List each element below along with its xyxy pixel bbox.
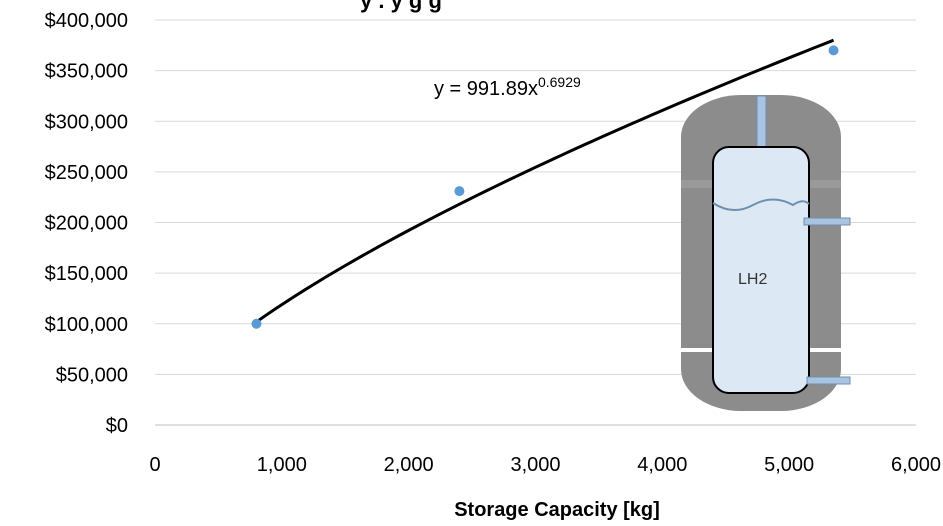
data-point bbox=[454, 186, 465, 197]
tank-inner-vessel bbox=[712, 146, 810, 394]
y-tick-label: $50,000 bbox=[56, 364, 128, 386]
data-point bbox=[251, 318, 262, 329]
trendline-equation-base: y = 991.89x bbox=[434, 78, 538, 100]
data-points-layer bbox=[251, 45, 839, 329]
x-tick-label: 6,000 bbox=[891, 454, 941, 476]
x-tick-label: 3,000 bbox=[510, 454, 560, 476]
y-tick-label: $350,000 bbox=[45, 61, 128, 83]
tank-label: LH2 bbox=[738, 271, 767, 288]
tank-side-pipe-lower bbox=[806, 376, 851, 385]
y-tick-label: $400,000 bbox=[45, 10, 128, 32]
x-tick-label: 0 bbox=[149, 454, 160, 476]
x-tick-label: 5,000 bbox=[764, 454, 814, 476]
trendline-equation: y = 991.89x0.6929 bbox=[434, 74, 581, 100]
y-tick-label: $300,000 bbox=[45, 111, 128, 133]
y-tick-label: $200,000 bbox=[45, 213, 128, 235]
y-tick-labels: $0 $50,000 $100,000 $150,000 $200,000 $250,00… bbox=[45, 10, 128, 437]
x-tick-label: 1,000 bbox=[257, 454, 307, 476]
liquid-surface-wave bbox=[712, 198, 810, 211]
x-tick-label: 2,000 bbox=[384, 454, 434, 476]
chart-title-layer: y . y g g bbox=[360, 0, 442, 13]
trendline-equation-text: y = 991.89x0.6929 bbox=[434, 74, 581, 100]
x-axis-label: Storage Capacity [kg] bbox=[454, 499, 660, 521]
data-point bbox=[828, 45, 839, 56]
gridlines bbox=[155, 19, 916, 426]
trendline-layer bbox=[255, 38, 835, 324]
tank-top-pipe bbox=[756, 95, 767, 151]
chart-title-fragment: y . y g g bbox=[360, 0, 442, 13]
y-tick-label: $150,000 bbox=[45, 263, 128, 285]
x-tick-labels: 0 1,000 2,000 3,000 4,000 5,000 6,000 bbox=[149, 454, 941, 476]
power-trendline bbox=[255, 38, 835, 324]
y-tick-label: $0 bbox=[106, 415, 128, 437]
lh2-tank-illustration: LH2 bbox=[681, 95, 851, 411]
tank-side-pipe-upper bbox=[803, 217, 851, 226]
y-tick-label: $250,000 bbox=[45, 162, 128, 184]
x-tick-label: 4,000 bbox=[637, 454, 687, 476]
trendline-equation-exponent: 0.6929 bbox=[538, 74, 581, 90]
y-tick-label: $100,000 bbox=[45, 314, 128, 336]
